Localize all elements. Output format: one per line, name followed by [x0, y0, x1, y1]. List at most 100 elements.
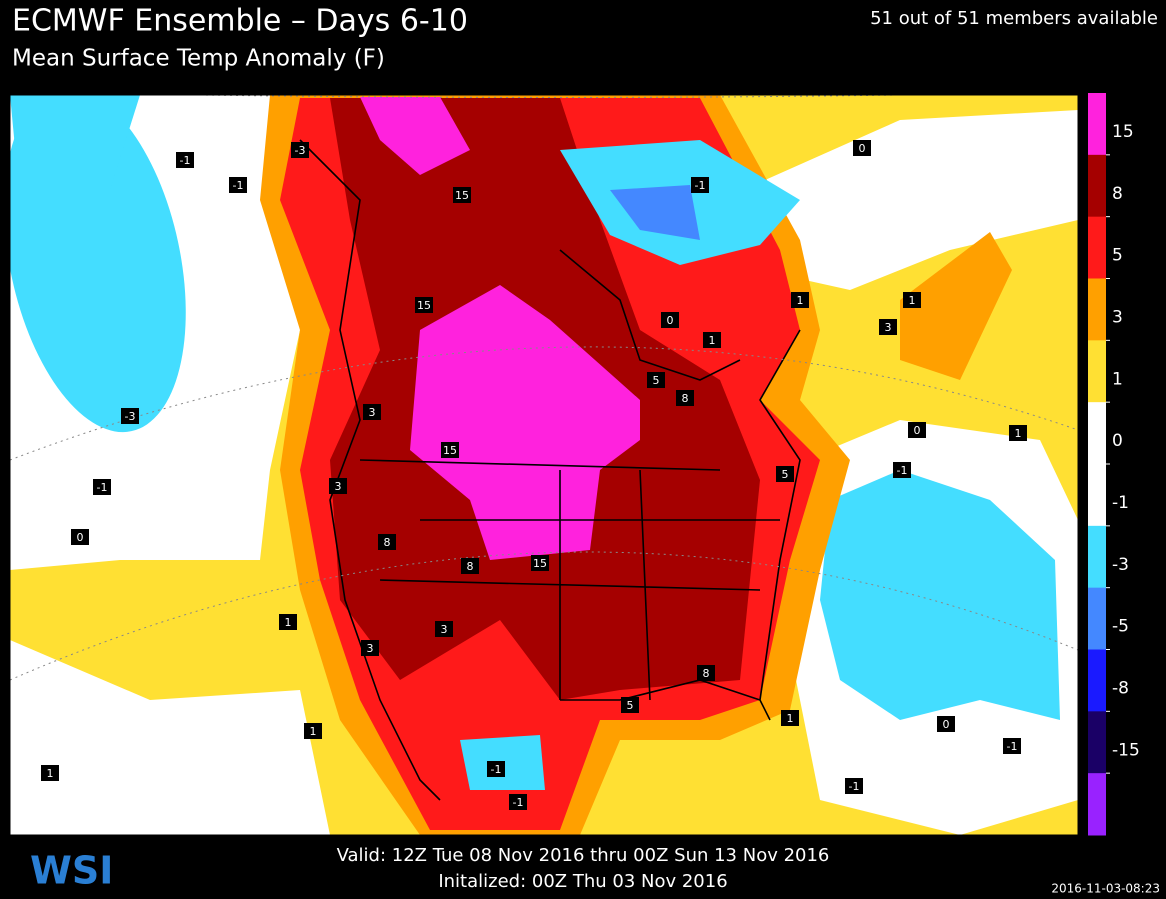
contour-label-text: 5: [627, 699, 634, 712]
contour-label-text: -1: [180, 154, 191, 167]
warm-zone: [900, 232, 1012, 380]
contour-label-text: 8: [467, 560, 474, 573]
colorbar-label: 15: [1112, 122, 1134, 142]
contour-label: 0: [661, 312, 679, 328]
contour-label-box: [378, 534, 396, 550]
neutral-zone: [720, 110, 1078, 290]
contour-label-box: [279, 614, 297, 630]
contour-label-box: [229, 177, 247, 193]
contour-label-text: 3: [441, 623, 448, 636]
contour-label: 1: [703, 332, 721, 348]
cold-zone: [10, 95, 140, 200]
contour-label-text: 1: [310, 725, 317, 738]
contour-label-box: [329, 478, 347, 494]
contour-label-text: 1: [709, 334, 716, 347]
contour-label: 0: [853, 140, 871, 156]
colorbar-segment: [1088, 587, 1106, 650]
contour-label: 3: [329, 478, 347, 494]
contour-label-box: [453, 187, 471, 203]
contour-label-text: 8: [682, 392, 689, 405]
contour-label-text: 3: [335, 480, 342, 493]
contour-label-box: [647, 372, 665, 388]
contour-label-box: [441, 442, 459, 458]
colorbar: 15 8 5 3 1 0 -1 -3 -5 -8 -15: [1088, 93, 1140, 836]
contour-label-text: -1: [1007, 740, 1018, 753]
contour-label-text: 0: [77, 531, 84, 544]
contour-label: 15: [441, 442, 459, 458]
colorbar-label: -8: [1112, 678, 1129, 698]
contour-label-box: [879, 319, 897, 335]
colorbar-label: -3: [1112, 555, 1129, 575]
colorbar-segment: [1088, 154, 1106, 218]
contour-label-text: 0: [859, 142, 866, 155]
colorbar-segment: [1088, 278, 1106, 341]
contour-label-text: 5: [653, 374, 660, 387]
colorbar-segment: [1088, 711, 1106, 774]
colorbar-segment: [1088, 525, 1106, 589]
contour-label-box: [1003, 738, 1021, 754]
contour-label-box: [361, 640, 379, 656]
init-text: Initalized: 00Z Thu 03 Nov 2016: [438, 871, 727, 892]
contour-label: -1: [509, 794, 527, 810]
contour-label: -1: [93, 479, 111, 495]
contour-label: 15: [531, 555, 549, 571]
contour-label-box: [661, 312, 679, 328]
contour-label-box: [415, 297, 433, 313]
contour-label-text: 8: [384, 536, 391, 549]
contour-label-box: [937, 716, 955, 732]
extreme-zone: [410, 285, 640, 560]
contour-label: 3: [361, 640, 379, 656]
colorbar-label: 5: [1112, 246, 1123, 266]
contour-label: -1: [845, 778, 863, 794]
subtitle: Mean Surface Temp Anomaly (F): [12, 46, 385, 72]
contour-label: 8: [378, 534, 396, 550]
colorbar-label: 0: [1112, 431, 1123, 451]
cold-zone: [610, 185, 700, 240]
contour-label-text: -1: [897, 464, 908, 477]
contour-label-text: 0: [667, 314, 674, 327]
contour-label-text: 1: [909, 294, 916, 307]
contour-label-box: [363, 404, 381, 420]
contour-label-box: [121, 408, 139, 424]
contour-label: 0: [937, 716, 955, 732]
colorbar-label: -15: [1112, 740, 1140, 760]
contour-label: -1: [691, 177, 709, 193]
contour-label-box: [487, 761, 505, 777]
contour-label: 1: [304, 723, 322, 739]
contour-label-text: 3: [885, 321, 892, 334]
contour-label-box: [703, 332, 721, 348]
colorbar-segment: [1088, 216, 1106, 279]
contour-label-text: 1: [47, 767, 54, 780]
contour-label-text: -3: [295, 144, 306, 157]
contour-label-text: 0: [914, 424, 921, 437]
contour-label: -1: [176, 152, 194, 168]
contour-label-box: [903, 292, 921, 308]
contour-label: 1: [791, 292, 809, 308]
members-note: 51 out of 51 members available: [870, 8, 1158, 29]
contour-label-text: 15: [417, 299, 431, 312]
contour-label: 8: [461, 558, 479, 574]
contour-label-text: 8: [703, 667, 710, 680]
contour-label: 3: [879, 319, 897, 335]
contour-label-text: -1: [97, 481, 108, 494]
extreme-zone: [360, 97, 470, 175]
contour-label: -1: [1003, 738, 1021, 754]
contour-label-box: [93, 479, 111, 495]
contour-label: 5: [776, 466, 794, 482]
contour-label-text: 1: [787, 712, 794, 725]
contour-label-text: -1: [695, 179, 706, 192]
contour-label: 15: [453, 187, 471, 203]
contour-label: 1: [903, 292, 921, 308]
colorbar-segment: [1088, 402, 1106, 465]
contour-label-box: [781, 710, 799, 726]
graticule: [10, 95, 1078, 681]
contour-label-text: -3: [125, 410, 136, 423]
contour-label: 1: [41, 765, 59, 781]
colorbar-segment: [1088, 649, 1106, 712]
contour-label-text: 5: [782, 468, 789, 481]
contour-label-box: [291, 142, 309, 158]
contour-label-text: 15: [533, 557, 547, 570]
valid-text: Valid: 12Z Tue 08 Nov 2016 thru 00Z Sun …: [337, 845, 830, 866]
contour-label: 5: [621, 697, 639, 713]
